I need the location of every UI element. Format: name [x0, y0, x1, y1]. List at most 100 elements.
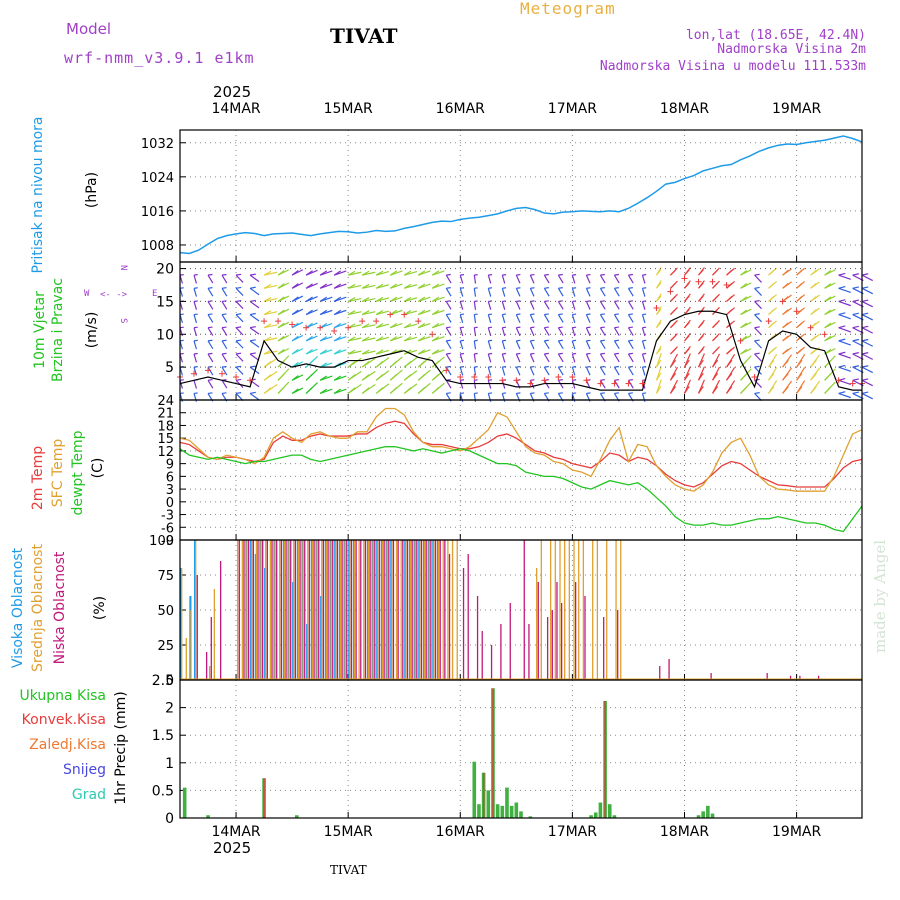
wind-barb-head	[277, 386, 285, 394]
wind-barb	[487, 366, 492, 376]
wind-barb-head	[782, 322, 789, 329]
wind-barb-head	[460, 287, 465, 289]
wind-barb	[571, 274, 576, 284]
wind-barb-head	[740, 270, 748, 276]
precip-legend-frz: Zaledj.Kisa	[29, 737, 106, 753]
wind-barb	[543, 314, 550, 323]
wind-barb-head	[516, 300, 521, 303]
wind-barb-head	[460, 379, 465, 381]
wind-barb-head	[375, 336, 384, 342]
wind-barb-head	[810, 296, 817, 302]
wind-barb	[585, 327, 591, 337]
precip-legend-hail: Grad	[72, 787, 106, 803]
wind-barb	[585, 274, 591, 284]
wind-barb	[263, 284, 278, 289]
wind-barb-head	[361, 349, 370, 355]
wind-barb-head	[782, 335, 789, 342]
wind-barb	[641, 366, 646, 376]
wind-barb-head	[852, 378, 860, 381]
wind-barb	[515, 340, 521, 350]
wind-barb	[459, 301, 464, 310]
panel-frame	[179, 679, 863, 819]
wind-barb	[193, 314, 198, 324]
wind-barb	[861, 314, 873, 321]
wind-barb-head	[305, 349, 313, 355]
wind-barb	[613, 287, 620, 297]
wind-barb-head	[361, 310, 370, 316]
wind-barb-head	[698, 295, 704, 302]
wind-barb-head	[861, 312, 869, 316]
wind-barb-head	[516, 365, 521, 368]
wind-barb	[599, 366, 606, 376]
wind-barb-head	[614, 273, 619, 276]
precip-total-bar	[696, 815, 701, 818]
wind-barb	[473, 327, 477, 337]
cloud-tick-label: 75	[157, 569, 174, 584]
wind-barb	[613, 274, 620, 284]
wind-barb-head	[628, 379, 633, 381]
precip-total-bar	[612, 815, 617, 818]
wind-barb-head	[698, 269, 704, 276]
wind-barb-head	[389, 386, 398, 394]
wind-barb-head	[221, 287, 227, 289]
wind-unit: (m/s)	[84, 312, 100, 349]
wind-barb	[362, 311, 376, 316]
wind-barb	[571, 327, 576, 337]
wind-barb	[459, 340, 464, 350]
precip-total-bar	[500, 805, 505, 818]
wind-barb	[263, 311, 278, 316]
wind-barb-head	[572, 392, 577, 395]
precip-conv-bar	[604, 700, 606, 818]
wind-barb-head	[656, 321, 662, 329]
wind-barb-head	[417, 386, 426, 394]
wind-barb-head	[431, 349, 440, 355]
wind-barb-head	[460, 392, 465, 395]
watermark: made by Angel	[871, 540, 889, 653]
wind-barb-head	[417, 283, 426, 289]
wind-barb-head	[754, 339, 760, 342]
wind-barb-head	[614, 392, 619, 395]
temp-tick-label: 24	[157, 394, 174, 409]
wind-barb	[249, 287, 260, 296]
cloud-high-title: Visoka Oblacnost	[10, 547, 26, 668]
wind-barb-head	[838, 325, 846, 329]
wind-barb-head	[600, 313, 605, 316]
wind-barb	[838, 366, 851, 372]
bottom-date-label: 18MAR	[660, 824, 709, 840]
wind-barb-head	[600, 392, 605, 395]
wind-barb-head	[740, 360, 748, 368]
plot-area: 14MAR 14MAR 15MAR 15MAR 16MAR 16MAR 17MAR 17MAR…	[141, 101, 873, 840]
wind-barb	[627, 366, 634, 376]
wind-barb-head	[824, 373, 832, 381]
wind-barb-head	[726, 348, 733, 355]
wind-barb-head	[319, 336, 328, 342]
wind-barb	[838, 314, 851, 320]
wind-barb-head	[319, 322, 328, 329]
wind-barb	[641, 274, 646, 284]
wind-barb-head	[319, 270, 328, 276]
wind-barb	[445, 287, 452, 297]
wind-barb-head	[179, 339, 184, 342]
wind-barb	[487, 353, 492, 363]
wind-barb-head	[431, 386, 440, 394]
wind-barb-head	[810, 322, 817, 329]
wind-barb-head	[249, 339, 256, 342]
wind-barb-head	[530, 326, 535, 329]
wind-barb-head	[249, 352, 256, 355]
wind-barb-head	[417, 349, 426, 355]
wind-barb-head	[796, 386, 803, 394]
wind-barb-head	[852, 273, 860, 276]
wind-barb-head	[347, 297, 356, 302]
wind-barb-head	[263, 310, 272, 316]
pressure-unit: (hPa)	[84, 172, 100, 208]
wind-barb-head	[207, 326, 213, 329]
wind-barb	[501, 314, 506, 324]
wind-barb	[235, 327, 244, 336]
wind-barb-head	[796, 269, 803, 276]
wind-barb	[235, 301, 244, 310]
wind-barb	[543, 353, 550, 363]
wind-barb-head	[614, 339, 619, 342]
wind-barb-head	[193, 352, 198, 355]
wind-barb	[754, 327, 762, 336]
wind-barb-head	[460, 339, 465, 342]
